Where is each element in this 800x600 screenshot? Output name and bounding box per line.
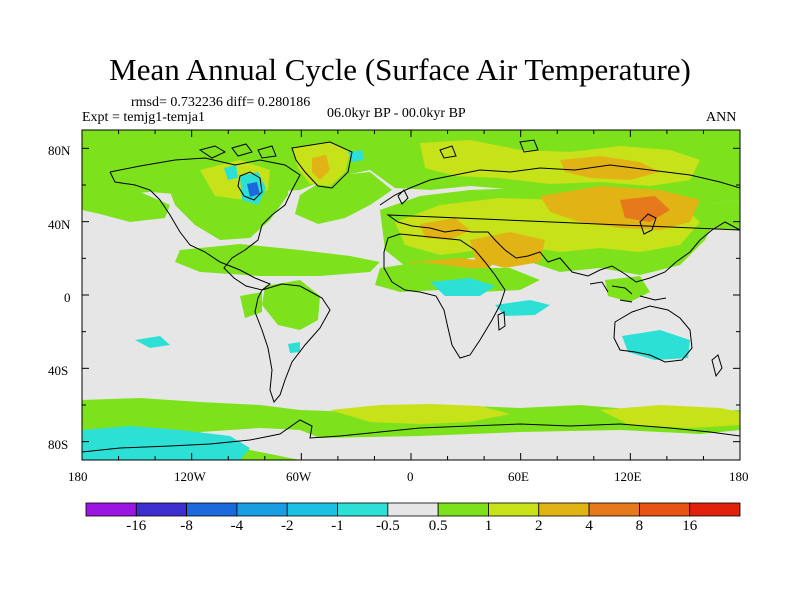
colorbar-box (337, 502, 389, 517)
lon-tick-label-180e: 180 (729, 469, 749, 484)
colorbar-label: -0.5 (375, 518, 400, 534)
colorbar-label: -4 (230, 518, 244, 534)
colorbar-box (387, 502, 439, 517)
field-antarctic-grey (200, 428, 740, 460)
colorbar-box (135, 502, 188, 517)
colorbar-label: 2 (535, 518, 543, 534)
colorbar-label: -2 (280, 518, 294, 534)
field-europe-orange (420, 218, 470, 240)
coast-uk (397, 189, 409, 205)
field-sahel-green (375, 262, 540, 292)
coast-new-zealand (711, 354, 723, 378)
season-label: ANN (706, 110, 737, 125)
field-hudson-blue (247, 182, 260, 197)
colorbar-label: 0.5 (428, 518, 448, 534)
colorbar-box (286, 502, 338, 517)
colorbar (85, 502, 741, 517)
lat-tick-label-80s: 80S (48, 437, 69, 452)
coast-eurasia (379, 164, 740, 283)
field-asia-orange (540, 186, 700, 230)
field-indonesia-green (605, 276, 650, 302)
field-indian-cyan (495, 300, 550, 316)
colorbar-box (186, 502, 238, 517)
field-samerica-cyan (288, 342, 300, 353)
colorbar-box (689, 502, 741, 517)
colorbar-label: 1 (484, 518, 493, 534)
field-pacific-cyan (135, 336, 170, 348)
colorbar-box (538, 502, 590, 517)
lat-tick-label-40n: 40N (48, 217, 71, 232)
coast-hudson-bay (237, 171, 263, 201)
field-canada-cyan (224, 165, 238, 180)
colorbar-box (588, 502, 640, 517)
map-plot-area (82, 130, 740, 460)
colorbar-box (437, 502, 489, 517)
lon-tick-label-120w: 120W (174, 469, 206, 484)
lon-tick-label-180w: 180 (68, 469, 88, 484)
field-greenland-orange (312, 155, 330, 180)
experiment-label: Expt = temjg1-temja1 (82, 110, 205, 125)
lon-tick-label-60w: 60W (286, 469, 312, 484)
colorbar-box (638, 502, 691, 517)
lat-tick-label-0: 0 (64, 290, 71, 305)
field-north-pacific-green (82, 188, 170, 222)
colorbar-box (488, 502, 540, 517)
field-asia-orange-2 (470, 232, 545, 268)
colorbar-label: 16 (682, 518, 698, 534)
stats-text: rmsd= 0.732236 diff= 0.280186 (131, 95, 311, 110)
period-label: 06.0kyr BP - 00.0kyr BP (327, 106, 466, 121)
coast-greenland (291, 141, 353, 189)
coast-antarctica (82, 419, 740, 453)
colorbar-label: 4 (585, 518, 593, 534)
field-southern-yellow-2 (600, 405, 740, 428)
field-atlantic-green (175, 244, 380, 276)
field-africa-cyan (430, 278, 495, 296)
colorbar-box (236, 502, 288, 517)
coast-north-america (109, 157, 301, 291)
colorbar-box (85, 502, 137, 517)
coast-japan (639, 213, 657, 235)
field-arctic-orange (560, 156, 660, 180)
chart-title: Mean Annual Cycle (Surface Air Temperatu… (109, 52, 691, 87)
field-antarctic-cyan (82, 426, 250, 460)
colorbar-label: -16 (126, 518, 147, 534)
coast-south-america (254, 283, 331, 403)
lat-tick-label-40s: 40S (48, 363, 69, 378)
lat-tick-label-80n: 80N (48, 143, 71, 158)
axis-ticks (81, 130, 741, 460)
lon-tick-label-120e: 120E (614, 469, 642, 484)
colorbar-label: -8 (180, 518, 193, 534)
coast-africa (383, 233, 506, 359)
field-southamerica-green (262, 280, 320, 330)
colorbar-label: -1 (331, 518, 344, 534)
field-eastpacific-green (240, 292, 262, 318)
field-asia-darkorange (620, 196, 670, 222)
coast-australia (613, 305, 693, 363)
field-southern-yellow (330, 404, 510, 424)
lon-tick-label-60e: 60E (508, 469, 529, 484)
coast-arctic-islands (198, 139, 539, 159)
lon-tick-label-0: 0 (407, 469, 414, 484)
colorbar-label: 8 (635, 518, 644, 534)
coast-madagascar (497, 311, 506, 331)
coastlines (82, 139, 740, 453)
coast-indonesia (589, 281, 667, 303)
field-north-atlantic-green (295, 172, 392, 224)
